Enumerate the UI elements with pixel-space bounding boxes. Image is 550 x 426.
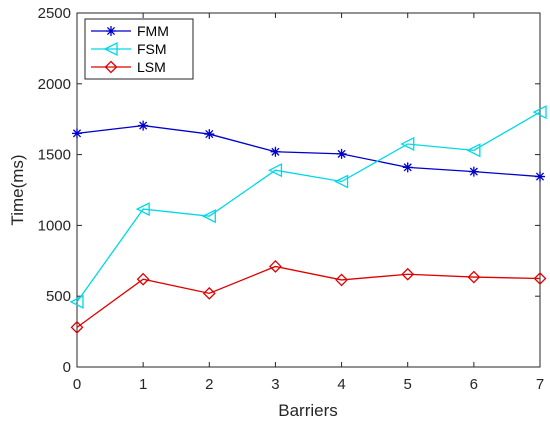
data-point-fsm	[400, 136, 415, 152]
data-point-lsm	[467, 270, 481, 284]
y-tick-label: 0	[63, 359, 71, 376]
legend-label: FMM	[137, 23, 169, 39]
data-point-fsm	[532, 105, 547, 120]
x-axis-title: Barriers	[278, 401, 338, 420]
data-point-fsm	[135, 202, 150, 217]
legend-item-fsm: FSM	[91, 41, 167, 57]
data-point-lsm	[269, 260, 282, 273]
data-point-fsm	[466, 143, 481, 158]
series-line-fmm	[76, 124, 541, 178]
data-point-fsm	[334, 174, 349, 189]
y-tick-label: 2000	[38, 76, 71, 93]
x-tick-label: 5	[404, 376, 412, 393]
data-point-lsm	[401, 267, 415, 281]
x-tick-label: 3	[271, 376, 279, 393]
legend: FMM FSM LSM	[84, 18, 194, 80]
data-point-fsm	[201, 209, 216, 224]
x-tick-label: 4	[337, 376, 345, 393]
series-lsm	[70, 260, 547, 334]
series-fsm	[69, 105, 547, 309]
data-point-fmm	[72, 128, 82, 139]
data-point-fsm	[69, 294, 84, 309]
series-line-fsm	[76, 111, 541, 303]
x-tick-label: 1	[139, 376, 147, 393]
x-tick-label: 0	[73, 376, 81, 393]
data-point-fmm	[402, 162, 413, 173]
y-axis-title: Time(ms)	[8, 154, 27, 225]
data-point-lsm	[335, 273, 348, 287]
data-point-lsm	[533, 272, 547, 285]
data-point-fmm	[468, 166, 479, 177]
legend-marker	[103, 41, 118, 57]
legend-marker	[104, 60, 118, 74]
data-point-fmm	[270, 146, 281, 157]
legend-label: LSM	[137, 59, 166, 75]
legend-marker	[106, 26, 116, 36]
data-point-lsm	[70, 320, 84, 334]
data-point-fmm	[336, 148, 347, 159]
data-point-fmm	[535, 171, 545, 182]
legend-item-lsm: LSM	[91, 59, 166, 75]
legend-label: FSM	[137, 41, 167, 57]
y-tick-label: 500	[46, 288, 71, 305]
data-point-lsm	[136, 272, 150, 286]
data-point-fmm	[138, 120, 149, 131]
series-line-lsm	[76, 265, 541, 328]
series-layer	[69, 105, 547, 334]
legend-item-fmm: FMM	[91, 23, 169, 39]
data-point-lsm	[202, 286, 216, 300]
y-tick-label: 2500	[38, 5, 71, 22]
x-tick-label: 2	[205, 376, 213, 393]
data-point-fsm	[267, 163, 283, 178]
axis-ticks: 0 1 2 3 4 5 6 7 0 500 1000 1500 2000 2500	[38, 5, 545, 393]
y-tick-label: 1500	[38, 147, 71, 164]
series-fmm	[72, 120, 545, 182]
x-tick-label: 6	[470, 376, 478, 393]
data-point-fmm	[204, 129, 215, 140]
x-tick-label: 7	[536, 376, 544, 393]
y-tick-label: 1000	[38, 217, 71, 234]
